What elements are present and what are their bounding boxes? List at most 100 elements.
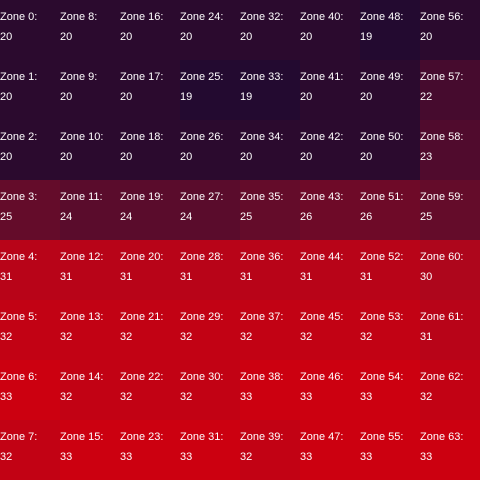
zone-label: Zone 12: [60,251,104,263]
zone-cell: Zone 26: 20 [180,120,240,180]
zone-cell: Zone 3: 25 [0,180,60,240]
zone-label: Zone 4: [0,251,38,263]
zone-cell: Zone 51: 26 [360,180,420,240]
zone-temperature-value: 31 [420,331,433,343]
zone-temperature-value: 20 [0,151,13,163]
zone-temperature-value: 19 [240,91,253,103]
zone-label: Zone 57: [420,71,464,83]
zone-label: Zone 41: [300,71,344,83]
zone-cell: Zone 11: 24 [60,180,120,240]
zone-label: Zone 52: [360,251,404,263]
zone-temperature-value: 33 [300,391,313,403]
zone-label: Zone 13: [60,311,104,323]
zone-temperature-value: 19 [360,31,373,43]
zone-cell: Zone 44: 31 [300,240,360,300]
zone-label: Zone 3: [0,191,38,203]
zone-temperature-value: 31 [300,271,313,283]
zone-temperature-value: 33 [360,451,373,463]
zone-label: Zone 54: [360,371,404,383]
zone-label: Zone 10: [60,131,104,143]
zone-temperature-value: 20 [300,91,313,103]
zone-temperature-value: 32 [180,391,193,403]
zone-cell: Zone 15: 33 [60,420,120,480]
zone-label: Zone 29: [180,311,224,323]
zone-label: Zone 35: [240,191,284,203]
zone-cell: Zone 19: 24 [120,180,180,240]
zone-label: Zone 27: [180,191,224,203]
zone-label: Zone 22: [120,371,164,383]
zone-label: Zone 0: [0,11,38,23]
zone-cell: Zone 52: 31 [360,240,420,300]
zone-cell: Zone 57: 22 [420,60,480,120]
zone-cell: Zone 31: 33 [180,420,240,480]
zone-label: Zone 40: [300,11,344,23]
zone-temperature-value: 25 [0,211,13,223]
zone-temperature-value: 33 [180,451,193,463]
zone-label: Zone 32: [240,11,284,23]
zone-label: Zone 20: [120,251,164,263]
zone-temperature-value: 20 [240,151,253,163]
zone-cell: Zone 29: 32 [180,300,240,360]
zone-temperature-value: 32 [420,391,433,403]
zone-temperature-value: 22 [420,91,433,103]
zone-cell: Zone 23: 33 [120,420,180,480]
zone-label: Zone 28: [180,251,224,263]
zone-temperature-value: 32 [180,331,193,343]
zone-temperature-value: 32 [120,391,133,403]
zone-temperature-value: 20 [120,31,133,43]
zone-cell: Zone 27: 24 [180,180,240,240]
zone-cell: Zone 16: 20 [120,0,180,60]
zone-temperature-value: 32 [0,331,13,343]
zone-cell: Zone 50: 20 [360,120,420,180]
zone-label: Zone 56: [420,11,464,23]
zone-temperature-value: 32 [240,451,253,463]
zone-cell: Zone 61: 31 [420,300,480,360]
zone-temperature-value: 33 [240,391,253,403]
zone-label: Zone 50: [360,131,404,143]
zone-label: Zone 8: [60,11,98,23]
zone-cell: Zone 12: 31 [60,240,120,300]
zone-cell: Zone 38: 33 [240,360,300,420]
zone-cell: Zone 42: 20 [300,120,360,180]
zone-cell: Zone 4: 31 [0,240,60,300]
zone-label: Zone 46: [300,371,344,383]
zone-label: Zone 63: [420,431,464,443]
zone-cell: Zone 28: 31 [180,240,240,300]
zone-temperature-value: 20 [240,31,253,43]
zone-cell: Zone 39: 32 [240,420,300,480]
zone-label: Zone 43: [300,191,344,203]
zone-cell: Zone 46: 33 [300,360,360,420]
zone-temperature-value: 32 [60,391,73,403]
zone-temperature-value: 31 [60,271,73,283]
zone-label: Zone 21: [120,311,164,323]
zone-temperature-value: 33 [120,451,133,463]
zone-temperature-value: 32 [120,331,133,343]
zone-temperature-value: 20 [120,91,133,103]
zone-temperature-value: 19 [180,91,193,103]
zone-cell: Zone 41: 20 [300,60,360,120]
zone-cell: Zone 30: 32 [180,360,240,420]
zone-temperature-value: 31 [0,271,13,283]
zone-cell: Zone 63: 33 [420,420,480,480]
zone-label: Zone 2: [0,131,38,143]
zone-temperature-value: 20 [360,151,373,163]
zone-cell: Zone 34: 20 [240,120,300,180]
zone-temperature-value: 24 [60,211,73,223]
zone-cell: Zone 13: 32 [60,300,120,360]
zone-cell: Zone 22: 32 [120,360,180,420]
zone-cell: Zone 45: 32 [300,300,360,360]
zone-temperature-value: 24 [120,211,133,223]
zone-temperature-value: 33 [60,451,73,463]
zone-cell: Zone 25: 19 [180,60,240,120]
zone-cell: Zone 56: 20 [420,0,480,60]
zone-temperature-value: 20 [120,151,133,163]
zone-temperature-value: 32 [0,451,13,463]
zone-temperature-value: 20 [0,91,13,103]
zone-temperature-value: 31 [180,271,193,283]
zone-temperature-value: 25 [240,211,253,223]
zone-temperature-value: 33 [0,391,13,403]
zone-cell: Zone 59: 25 [420,180,480,240]
zone-label: Zone 33: [240,71,284,83]
zone-cell: Zone 7: 32 [0,420,60,480]
